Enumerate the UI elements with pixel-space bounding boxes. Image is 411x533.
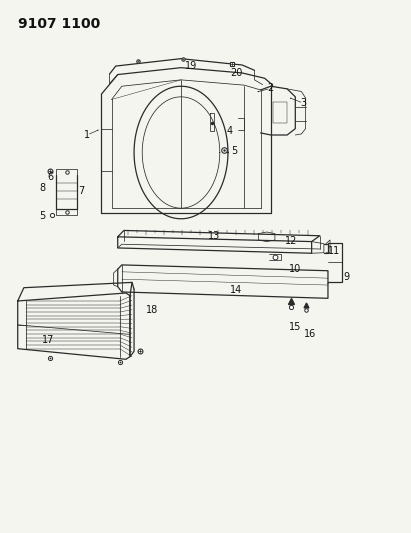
Text: 11: 11 — [328, 246, 340, 256]
Text: 5: 5 — [231, 146, 237, 156]
Text: 2: 2 — [268, 83, 274, 93]
Text: 1: 1 — [84, 130, 90, 140]
Text: 3: 3 — [300, 98, 307, 108]
Text: 14: 14 — [230, 285, 242, 295]
Text: 16: 16 — [303, 329, 316, 340]
Text: 15: 15 — [289, 322, 302, 333]
Text: 4: 4 — [227, 126, 233, 136]
Text: 12: 12 — [285, 236, 298, 246]
Text: 9: 9 — [343, 272, 349, 282]
Text: 7: 7 — [78, 185, 84, 196]
Text: 18: 18 — [146, 305, 159, 315]
Text: 10: 10 — [289, 264, 301, 273]
Text: 19: 19 — [185, 61, 197, 71]
Text: 8: 8 — [39, 183, 45, 193]
Text: 17: 17 — [42, 335, 55, 345]
Text: 5: 5 — [39, 211, 45, 221]
Text: 9107 1100: 9107 1100 — [18, 17, 100, 31]
Text: 13: 13 — [208, 231, 220, 241]
Text: 6: 6 — [47, 172, 53, 182]
Text: 20: 20 — [230, 69, 242, 78]
